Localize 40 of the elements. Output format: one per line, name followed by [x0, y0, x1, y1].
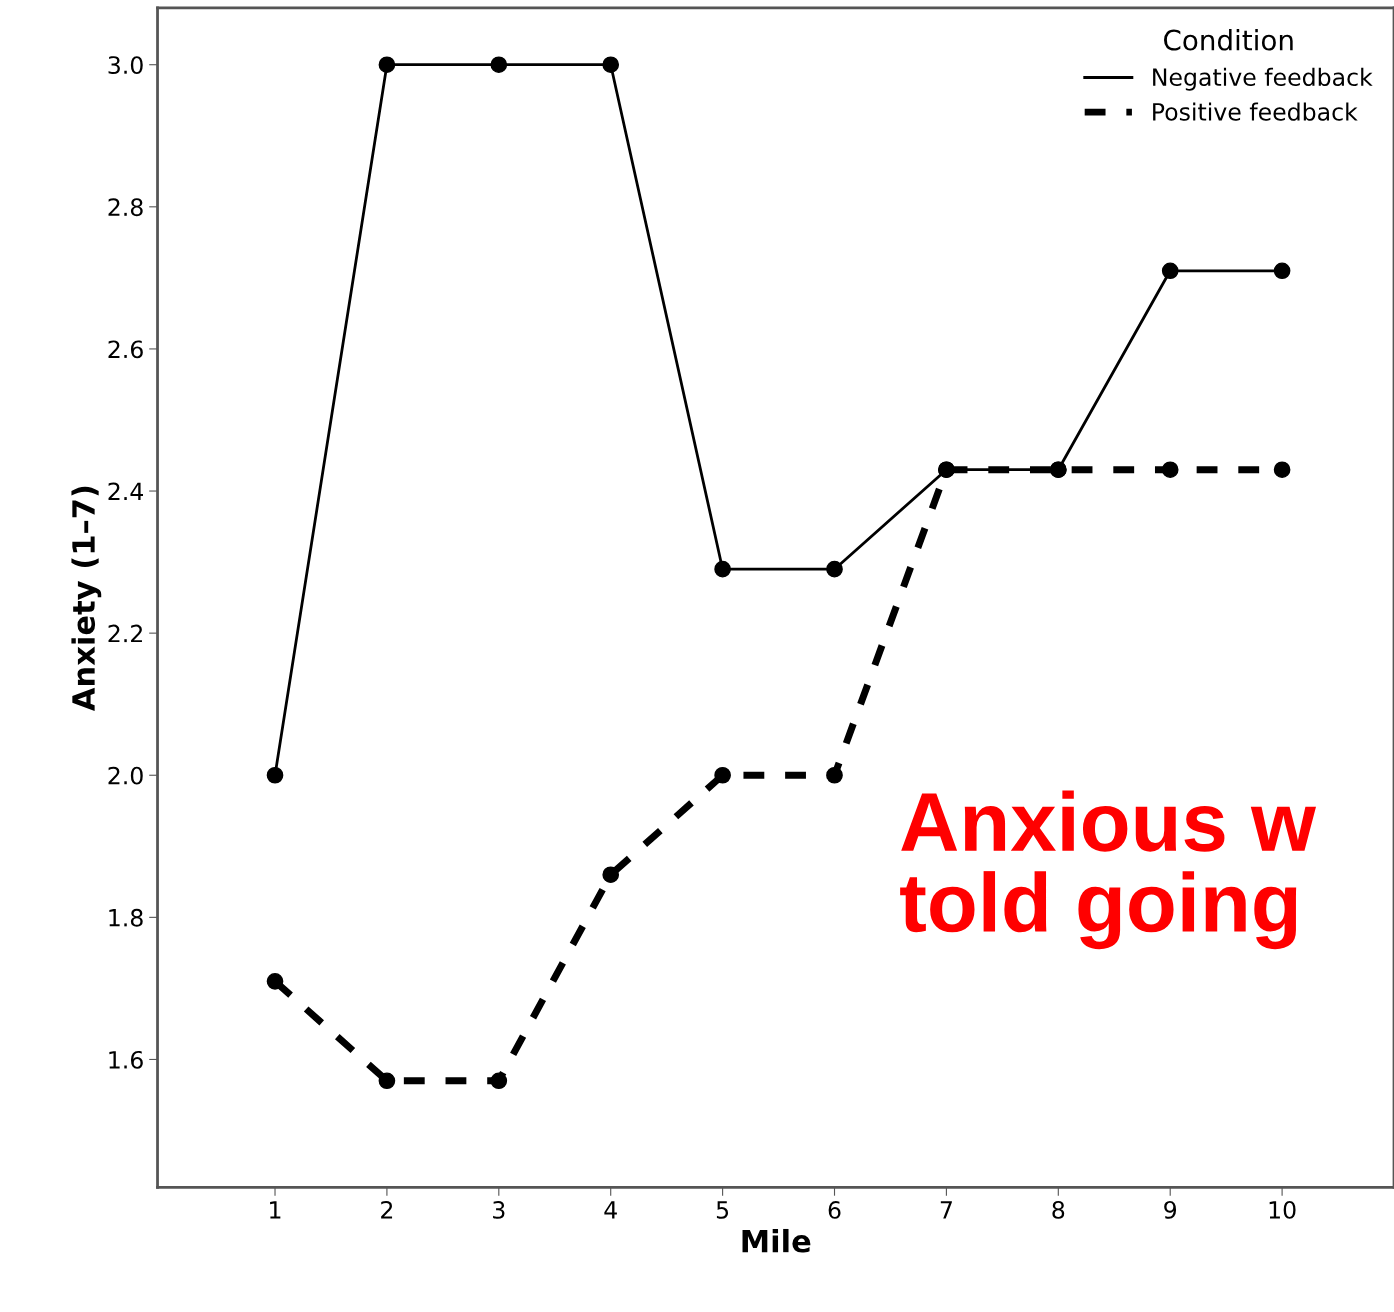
- point: [378, 1072, 396, 1090]
- y-tick-label: 2.4: [108, 482, 143, 501]
- y-axis-title: Anxiety (1–7): [71, 486, 102, 712]
- y-tick-label: 2.6: [108, 340, 143, 359]
- x-tick-label: 6: [828, 1200, 841, 1219]
- x-tick-label: 7: [940, 1201, 952, 1219]
- y-tick-label: 2.2: [108, 624, 142, 643]
- legend-label: Positive feedback: [1153, 102, 1358, 121]
- y-tick-label: 1.8: [109, 908, 143, 927]
- x-tick-label: 2: [381, 1200, 393, 1219]
- point: [266, 972, 284, 990]
- y-tick-label: 2.8: [108, 198, 143, 217]
- point: [602, 866, 620, 884]
- legend-title: Condition: [1164, 29, 1293, 51]
- x-tick-label: 8: [1052, 1200, 1065, 1219]
- y-tick-label: 3.0: [108, 56, 143, 75]
- point: [1161, 262, 1179, 280]
- x-tick-label: 3: [493, 1200, 505, 1219]
- annotation: Anxious w told going: [900, 790, 1317, 950]
- point: [602, 56, 620, 74]
- point: [826, 560, 843, 578]
- point: [714, 766, 731, 784]
- point: [1273, 262, 1291, 280]
- point: [490, 56, 508, 74]
- point: [826, 766, 843, 784]
- y-tick-label: 2.0: [108, 766, 143, 785]
- point: [266, 766, 284, 784]
- x-tick-label: 10: [1269, 1200, 1296, 1219]
- legend-label: Negative feedback: [1153, 67, 1373, 91]
- point: [1273, 461, 1291, 479]
- x-tick-label: 9: [1164, 1200, 1177, 1219]
- x-axis-title: Mile: [742, 1228, 811, 1253]
- x-tick-label: 5: [716, 1201, 729, 1219]
- x-tick-label: 1: [270, 1201, 281, 1219]
- y-tick-label: 1.6: [109, 1050, 143, 1069]
- point: [490, 1072, 508, 1090]
- point: [1161, 461, 1179, 479]
- point: [714, 560, 731, 578]
- x-tick-label: 4: [604, 1201, 617, 1219]
- point: [378, 56, 396, 74]
